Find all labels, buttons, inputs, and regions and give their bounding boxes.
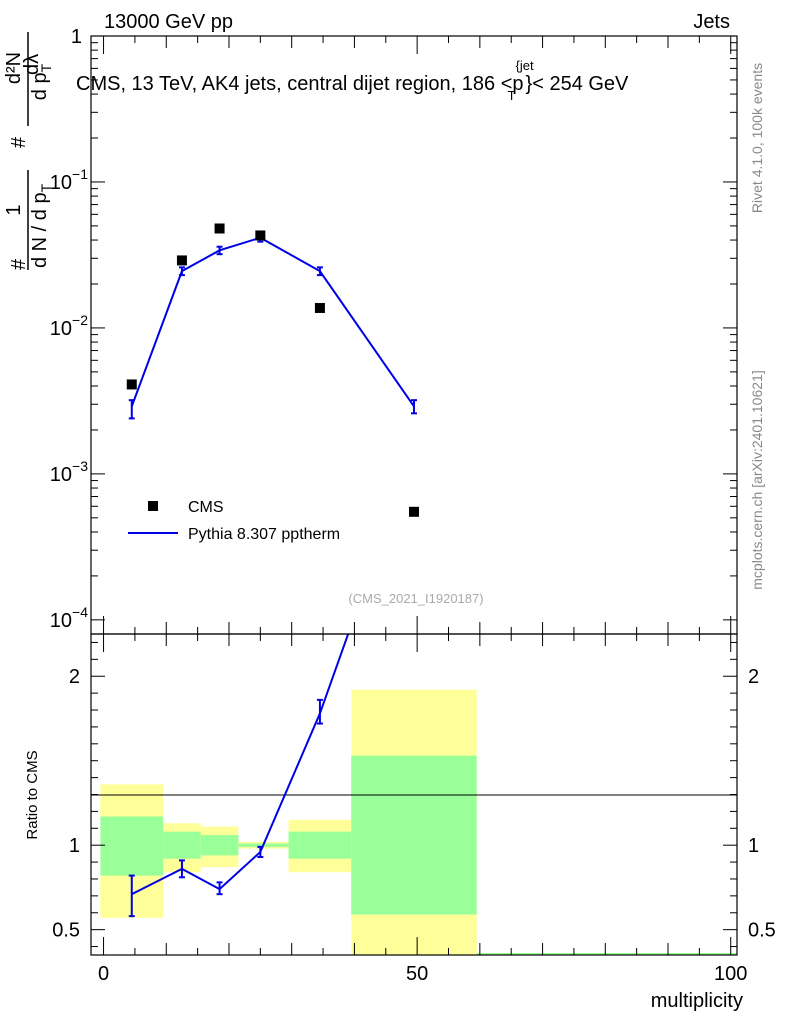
ratio-y-tick-label-right: 2: [748, 666, 759, 688]
mcplots-label: mcplots.cern.ch [arXiv:2401.10621]: [749, 370, 765, 589]
main-y-tick-label: 10−1: [50, 166, 88, 194]
axis-ticks: [91, 35, 737, 955]
main-y-tick-label: 10−2: [50, 312, 88, 340]
ratio-series: [128, 634, 350, 918]
ratio-y-tick-label-left: 0.5: [52, 920, 80, 942]
rivet-label: Rivet 4.1.0, 100k events: [749, 63, 765, 213]
ylabel-hash-2: #: [8, 136, 30, 148]
ratio-band-inner: [351, 755, 477, 915]
ratio-y-tick-label-left: 1: [69, 835, 80, 857]
ratio-plot-frame: [90, 633, 738, 956]
ratio-band-inner: [100, 816, 164, 876]
legend: CMS Pythia 8.307 pptherm: [128, 499, 340, 543]
main-y-tick-label: 1: [71, 26, 82, 48]
cms-data-point: [214, 223, 225, 234]
ratio-y-tick-label-right: 0.5: [748, 920, 776, 942]
header-process: Jets: [693, 11, 730, 33]
ratio-bands: [100, 689, 737, 955]
ratio-band-inner: [200, 835, 239, 856]
ratio-y-tick-label-right: 1: [748, 835, 759, 857]
ylabel-dlambda: dλ: [21, 54, 43, 75]
cms-data-point: [176, 255, 187, 266]
header-collision: 13000 GeV pp: [104, 11, 233, 33]
ratio-y-axis-label: Ratio to CMS: [24, 750, 41, 839]
cms-data-point: [255, 230, 266, 241]
x-tick-label: 100: [714, 963, 747, 985]
main-y-axis-label: # 1 d N / d pT # d²N d pT dλ: [3, 32, 54, 270]
cms-data-point: [409, 506, 419, 517]
main-y-tick-label: 10−3: [50, 458, 88, 486]
cms-data-point: [126, 379, 137, 390]
ylabel-hash-1: #: [8, 258, 30, 270]
cms-data-point: [314, 302, 325, 313]
main-series: [126, 223, 419, 517]
ylabel-denominator: d N / d pT: [29, 183, 54, 268]
ylabel-numerator: d²N: [3, 52, 25, 84]
mc-line: [130, 236, 415, 407]
ylabel-numerator-denominator: d pT: [29, 63, 54, 100]
x-axis-label: multiplicity: [651, 990, 743, 1012]
legend-marker-cms: [148, 501, 158, 511]
ratio-mc-line: [131, 634, 350, 896]
main-y-tick-label: 10−4: [50, 604, 88, 632]
ratio-band-inner: [288, 831, 352, 859]
x-tick-label: 50: [406, 963, 428, 985]
ratio-band-inner: [163, 831, 201, 859]
legend-label-mc: Pythia 8.307 pptherm: [188, 526, 340, 543]
analysis-watermark: (CMS_2021_I1920187): [348, 591, 483, 606]
main-plot-frame: [90, 35, 738, 635]
ratio-y-tick-label-left: 2: [69, 666, 80, 688]
legend-label-cms: CMS: [188, 499, 224, 516]
x-tick-label: 0: [98, 963, 109, 985]
ylabel-one: 1: [3, 204, 25, 215]
plot-title: CMS, 13 TeV, AK4 jets, central dijet reg…: [76, 58, 629, 103]
